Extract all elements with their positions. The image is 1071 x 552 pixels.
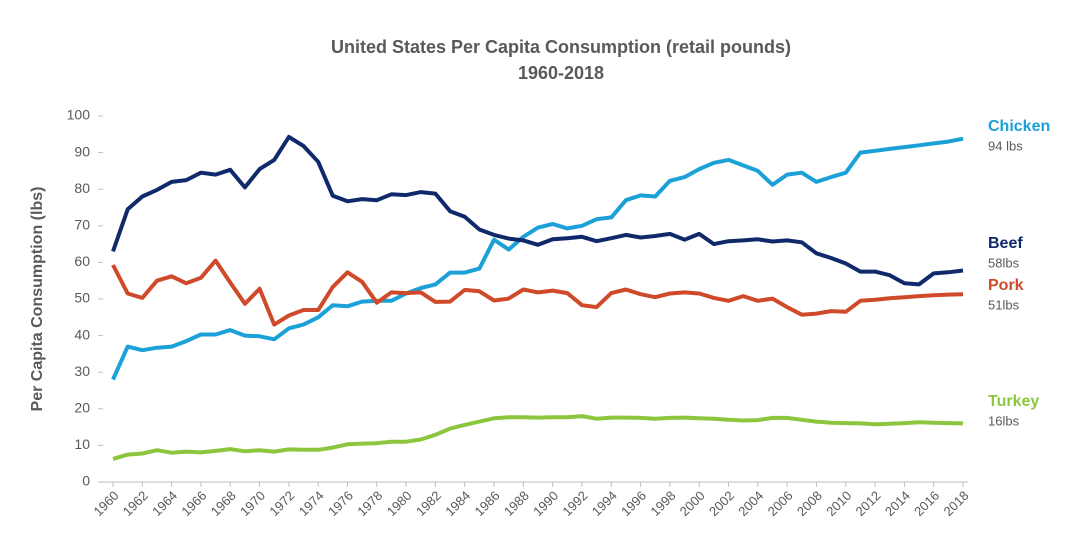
end-label: 51lbs (988, 297, 1020, 312)
y-tick-label: 90 (74, 143, 90, 159)
y-tick-label: 40 (74, 326, 90, 342)
x-tick-label: 1986 (472, 488, 503, 519)
x-tick-label: 1962 (120, 488, 151, 519)
x-tick-label: 1968 (208, 488, 239, 519)
end-label: 58lbs (988, 255, 1020, 270)
x-tick-label: 1982 (413, 488, 444, 519)
end-label: 94 lbs (988, 138, 1023, 153)
legend-label: Chicken (988, 118, 1050, 135)
y-axis-label: Per Capita Consumption (lbs) (29, 187, 46, 412)
x-tick-label: 1988 (501, 488, 532, 519)
legend-label: Beef (988, 235, 1023, 252)
y-tick-label: 30 (74, 363, 90, 379)
x-tick-label: 2010 (823, 488, 854, 519)
series-line (111, 258, 964, 327)
x-tick-label: 1978 (354, 488, 385, 519)
y-tick-label: 0 (82, 473, 90, 489)
y-tick-label: 70 (74, 217, 90, 233)
x-tick-label: 1998 (647, 488, 678, 519)
series-line (111, 136, 964, 381)
x-tick-label: 1990 (530, 488, 561, 519)
chart-title: United States Per Capita Consumption (re… (331, 37, 791, 57)
y-tick-label: 60 (74, 253, 90, 269)
x-tick-label: 1970 (237, 488, 268, 519)
legend-label: Turkey (988, 393, 1039, 410)
y-tick-label: 10 (74, 436, 90, 452)
x-tick-label: 1992 (559, 488, 590, 519)
x-tick-label: 2004 (735, 488, 766, 519)
x-tick-label: 1964 (149, 488, 180, 519)
x-tick-label: 2018 (940, 488, 971, 519)
x-tick-label: 1976 (325, 488, 356, 519)
x-tick-label: 1966 (178, 488, 209, 519)
x-tick-label: 1960 (90, 488, 121, 519)
x-tick-label: 2014 (882, 488, 913, 519)
series-line (111, 134, 964, 287)
x-tick-label: 2016 (911, 488, 942, 519)
x-tick-label: 1984 (442, 488, 473, 519)
y-tick-label: 100 (67, 107, 91, 123)
x-tick-label: 1974 (296, 488, 327, 519)
y-tick-label: 50 (74, 290, 90, 306)
x-tick-label: 2012 (853, 488, 884, 519)
x-tick-label: 1980 (384, 488, 415, 519)
y-tick-label: 20 (74, 400, 90, 416)
chart-subtitle: 1960-2018 (518, 63, 604, 83)
x-tick-label: 2000 (677, 488, 708, 519)
x-tick-label: 2002 (706, 488, 737, 519)
y-tick-label: 80 (74, 180, 90, 196)
end-label: 16lbs (988, 413, 1020, 428)
x-tick-label: 1996 (618, 488, 649, 519)
x-tick-label: 1972 (266, 488, 297, 519)
x-tick-label: 2006 (765, 488, 796, 519)
x-tick-label: 1994 (589, 488, 620, 519)
legend-label: Pork (988, 277, 1024, 294)
series-line (112, 414, 964, 461)
x-tick-label: 2008 (794, 488, 825, 519)
